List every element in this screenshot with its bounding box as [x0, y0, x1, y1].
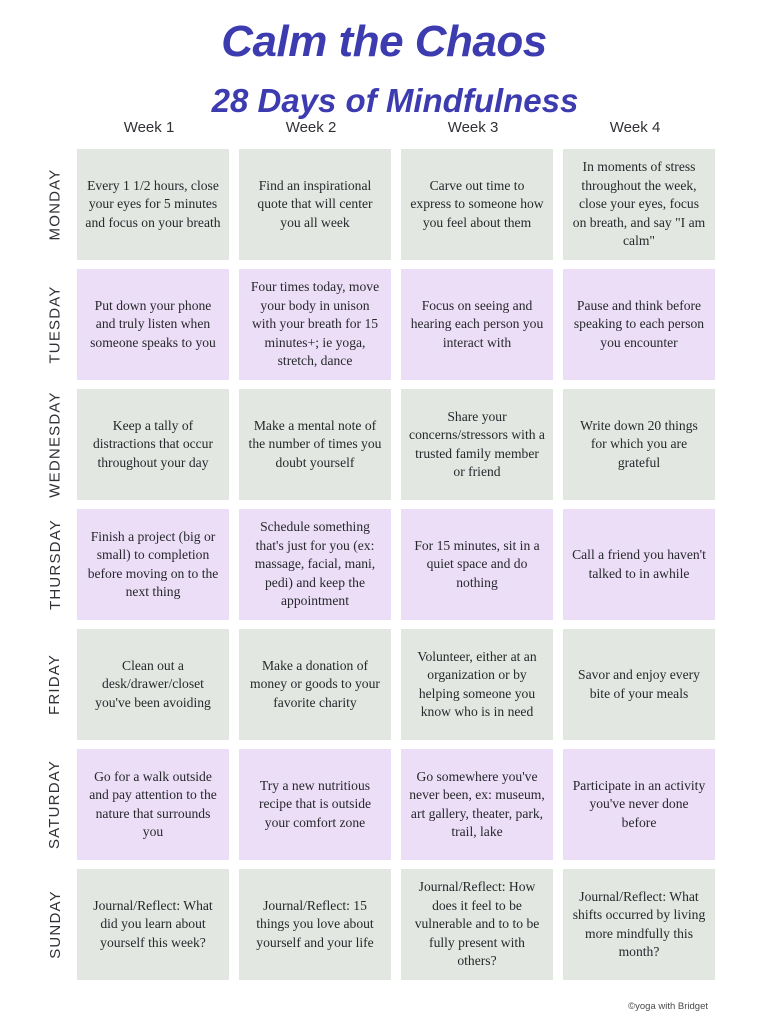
activity-cell: Finish a project (big or small) to compl…	[77, 509, 229, 620]
day-label-6: SATURDAY	[36, 749, 74, 860]
day-label-5: FRIDAY	[36, 629, 74, 740]
day-label-2: TUESDAY	[36, 269, 74, 380]
copyright-footer: ©yoga with Bridget	[628, 1001, 708, 1012]
day-label-text: SUNDAY	[46, 890, 64, 959]
activity-cell: Go somewhere you've never been, ex: muse…	[401, 749, 553, 860]
page-subtitle: 28 Days of Mindfulness	[211, 82, 579, 119]
day-label-1: MONDAY	[36, 149, 74, 260]
activity-cell: Journal/Reflect: What did you learn abou…	[77, 869, 229, 980]
day-label-text: WEDNESDAY	[46, 391, 64, 498]
activity-cell: Keep a tally of distractions that occur …	[77, 389, 229, 500]
activity-cell: Journal/Reflect: What shifts occurred by…	[563, 869, 715, 980]
activity-cell: Write down 20 things for which you are g…	[563, 389, 715, 500]
page-title: Calm the Chaos	[221, 17, 547, 66]
activity-cell: Carve out time to express to someone how…	[401, 149, 553, 260]
day-label-7: SUNDAY	[36, 869, 74, 980]
week-header-4: Week 4	[609, 119, 661, 136]
activity-cell: Put down your phone and truly listen whe…	[77, 269, 229, 380]
activity-cell: For 15 minutes, sit in a quiet space and…	[401, 509, 553, 620]
day-label-text: MONDAY	[46, 168, 64, 241]
day-label-text: TUESDAY	[46, 285, 64, 364]
activity-cell: Savor and enjoy every bite of your meals	[563, 629, 715, 740]
week-header-2: Week 2	[285, 119, 337, 136]
activity-cell: Every 1 1/2 hours, close your eyes for 5…	[77, 149, 229, 260]
activity-cell: Pause and think before speaking to each …	[563, 269, 715, 380]
day-label-text: FRIDAY	[46, 653, 64, 716]
activity-cell: Find an inspirational quote that will ce…	[239, 149, 391, 260]
activity-cell: In moments of stress throughout the week…	[563, 149, 715, 260]
week-header-3: Week 3	[447, 119, 499, 136]
day-label-4: THURSDAY	[36, 509, 74, 620]
activity-cell: Four times today, move your body in unis…	[239, 269, 391, 380]
week-header-1: Week 1	[123, 119, 175, 136]
activity-cell: Focus on seeing and hearing each person …	[401, 269, 553, 380]
day-label-text: SATURDAY	[46, 759, 64, 850]
activity-cell: Clean out a desk/drawer/closet you've be…	[77, 629, 229, 740]
activity-cell: Try a new nutritious recipe that is outs…	[239, 749, 391, 860]
activity-cell: Make a donation of money or goods to you…	[239, 629, 391, 740]
activity-cell: Volunteer, either at an organization or …	[401, 629, 553, 740]
activity-cell: Journal/Reflect: 15 things you love abou…	[239, 869, 391, 980]
activity-cell: Call a friend you haven't talked to in a…	[563, 509, 715, 620]
activity-cell: Journal/Reflect: How does it feel to be …	[401, 869, 553, 980]
activity-cell: Schedule something that's just for you (…	[239, 509, 391, 620]
activity-cell: Go for a walk outside and pay attention …	[77, 749, 229, 860]
day-label-text: THURSDAY	[46, 519, 64, 610]
activity-cell: Make a mental note of the number of time…	[239, 389, 391, 500]
day-label-3: WEDNESDAY	[36, 389, 74, 500]
week-header-row: Week 1 Week 2 Week 3 Week 4	[73, 117, 721, 139]
activity-cell: Share your concerns/stressors with a tru…	[401, 389, 553, 500]
activity-cell: Participate in an activity you've never …	[563, 749, 715, 860]
